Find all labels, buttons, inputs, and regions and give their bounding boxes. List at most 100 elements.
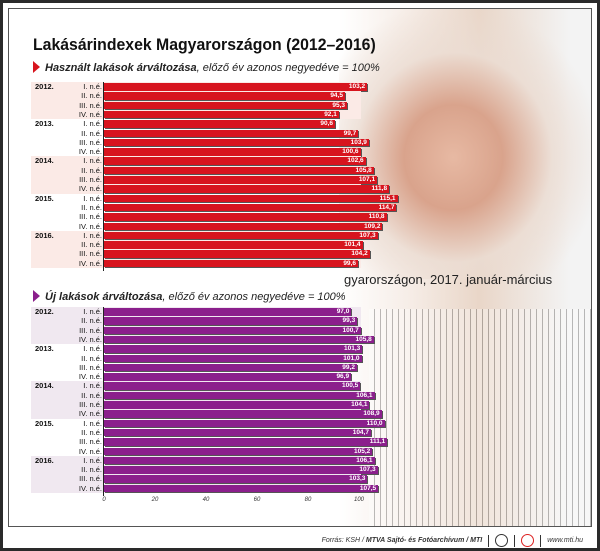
quarter-label: III. n.é.: [79, 325, 102, 335]
quarter-label: II. n.é.: [81, 240, 102, 250]
bar: [104, 259, 358, 268]
quarter-label: III. n.é.: [79, 400, 102, 409]
data-label: 105,2: [353, 447, 371, 455]
data-label: 111,8: [371, 185, 388, 193]
year-label: 2013.: [35, 119, 54, 129]
data-label: 101,4: [344, 241, 361, 249]
quarter-label: I. n.é.: [83, 193, 102, 203]
table-row: IV. n.é. 111,8: [9, 184, 429, 194]
quarter-label: II. n.é.: [81, 427, 102, 437]
data-label: 105,8: [355, 335, 372, 343]
data-label: 103,2: [348, 83, 366, 90]
mti-logo-icon: [521, 534, 535, 547]
data-label: 100,7: [342, 326, 359, 334]
bar: [104, 456, 375, 465]
quarter-label: II. n.é.: [81, 91, 102, 101]
table-row: 2015. I. n.é. 115,1: [9, 194, 429, 203]
table-row: III. n.é. 107,1: [9, 175, 429, 185]
data-label: 92,1: [324, 110, 337, 118]
quarter-label: IV. n.é.: [78, 184, 102, 194]
quarter-label: II. n.é.: [81, 390, 102, 400]
data-label: 104,2: [351, 250, 368, 258]
quarter-label: I. n.é.: [83, 455, 102, 465]
year-label: 2012.: [35, 82, 54, 91]
tick-label: 100: [353, 497, 364, 503]
bar: [104, 157, 366, 165]
bar: [104, 447, 373, 455]
quarter-label: III. n.é.: [79, 249, 102, 259]
footer: Forrás: KSH / MTVA Sajtó- és Fotóarchívu…: [322, 534, 583, 547]
data-label: 100,6: [342, 148, 359, 156]
bar: [104, 101, 347, 110]
bar: [104, 373, 352, 381]
quarter-label: IV. n.é.: [78, 258, 102, 268]
tick-label: 40: [202, 497, 210, 503]
bar: [104, 222, 383, 230]
quarter-label: II. n.é.: [81, 465, 102, 475]
quarter-label: I. n.é.: [83, 119, 102, 129]
quarter-label: IV. n.é.: [78, 334, 102, 344]
data-label: 99,7: [343, 129, 357, 137]
table-row: 2015. I. n.é. 110,0: [9, 419, 429, 428]
data-label: 90,6: [320, 120, 334, 128]
year-label: 2012.: [35, 307, 54, 316]
bar: [104, 428, 371, 437]
data-label: 102,6: [347, 157, 364, 165]
year-label: 2014.: [35, 156, 54, 166]
year-label: 2016.: [35, 230, 54, 240]
table-row: IV. n.é. 96,9: [9, 372, 429, 381]
data-label: 104,7: [352, 428, 369, 436]
quarter-label: IV. n.é.: [78, 409, 102, 419]
table-row: IV. n.é. 108,9: [9, 409, 429, 419]
quarter-label: I. n.é.: [83, 381, 102, 391]
axis-line: [103, 307, 104, 496]
table-row: 2016. I. n.é. 106,1: [9, 455, 429, 466]
quarter-label: IV. n.é.: [78, 147, 102, 157]
bar: [104, 110, 339, 119]
data-label: 106,1: [356, 391, 373, 399]
table-row: 2014. I. n.é. 100,5: [9, 381, 429, 391]
axis-line: [103, 82, 104, 271]
source-text: Forrás: KSH / MTVA Sajtó- és Fotóarchívu…: [321, 537, 483, 544]
table-row: II. n.é. 107,3: [9, 465, 429, 475]
website-link[interactable]: www.mti.hu: [547, 537, 583, 544]
divider: [488, 534, 490, 547]
tick-label: 20: [151, 497, 159, 503]
quarter-label: III. n.é.: [79, 474, 102, 484]
table-row: IV. n.é. 105,2: [9, 447, 429, 456]
table-row: IV. n.é. 109,2: [9, 222, 429, 231]
bar: [104, 129, 359, 137]
data-label: 107,3: [359, 231, 376, 239]
table-row: II. n.é. 94,5: [9, 91, 429, 101]
quarter-label: II. n.é.: [81, 353, 102, 363]
tick-label: 80: [304, 497, 312, 503]
table-row: II. n.é. 99,7: [9, 129, 429, 138]
quarter-label: IV. n.é.: [78, 483, 102, 493]
table-row: 2012. I. n.é. 103,2: [9, 82, 429, 92]
data-label: 110,8: [368, 213, 385, 221]
data-label: 97,0: [336, 308, 350, 315]
bar: [104, 363, 357, 372]
quarter-label: IV. n.é.: [78, 109, 102, 119]
divider: [540, 534, 542, 547]
data-label: 101,3: [344, 345, 361, 353]
data-label: 107,5: [359, 484, 377, 492]
bar: [104, 484, 379, 493]
bar: [104, 185, 390, 193]
table-row: 2014. I. n.é. 102,6: [9, 156, 429, 166]
table-row: IV. n.é. 92,1: [9, 109, 429, 120]
data-label: 108,9: [363, 410, 380, 418]
data-label: 95,3: [332, 101, 345, 109]
quarter-label: I. n.é.: [83, 344, 102, 354]
bar: [104, 250, 370, 258]
year-label: 2016.: [35, 455, 54, 465]
data-label: 105,8: [355, 166, 372, 174]
year-label: 2015.: [35, 418, 54, 428]
house-drawing: [369, 309, 591, 526]
subtitle-bold: Új lakások árváltozása: [45, 291, 163, 303]
table-row: II. n.é. 99,3: [9, 316, 429, 326]
table-row: II. n.é. 114,7: [9, 203, 429, 212]
year-label: 2015.: [35, 193, 54, 203]
bar: [104, 410, 382, 418]
table-row: III. n.é. 95,3: [9, 100, 429, 110]
